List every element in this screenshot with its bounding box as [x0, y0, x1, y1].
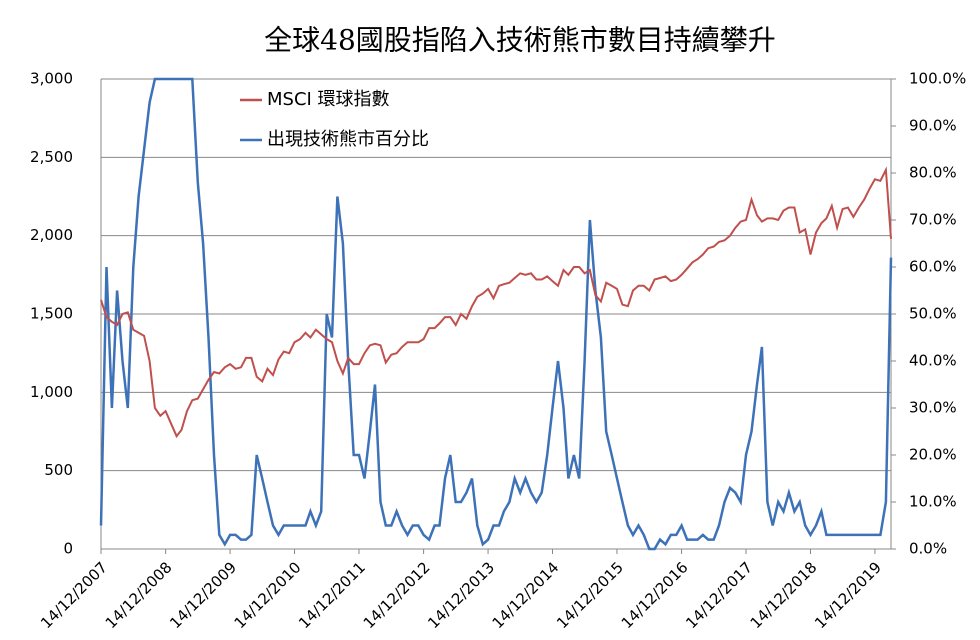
legend-label: MSCI 環球指數: [267, 89, 390, 110]
x-tick-label: 14/12/2019: [811, 558, 885, 632]
y2-tick-label: 60.0%: [909, 258, 957, 276]
x-tick-label: 14/12/2012: [360, 558, 434, 632]
y2-tick-label: 80.0%: [909, 164, 957, 182]
y-tick-label: 1,500: [30, 305, 73, 323]
legend-label: 出現技術熊市百分比: [267, 129, 429, 150]
x-tick-label: 14/12/2013: [424, 558, 498, 632]
y2-tick-label: 50.0%: [909, 305, 957, 323]
y2-tick-label: 40.0%: [909, 352, 957, 370]
x-tick-label: 14/12/2009: [166, 558, 240, 632]
y2-tick-label: 0.0%: [909, 540, 947, 558]
x-tick-label: 14/12/2010: [231, 558, 305, 632]
y2-tick-label: 90.0%: [909, 117, 957, 135]
y-tick-label: 0: [63, 540, 73, 558]
chart-title: 全球48國股指陷入技術熊市數目持續攀升: [264, 24, 776, 57]
y2-tick-label: 30.0%: [909, 399, 957, 417]
y2-tick-label: 20.0%: [909, 446, 957, 464]
y-tick-label: 2,000: [30, 226, 73, 244]
x-tick-label: 14/12/2014: [489, 558, 563, 632]
data-line: [100, 166, 892, 439]
x-tick-label: 14/12/2018: [747, 558, 821, 632]
y-tick-label: 1,000: [30, 383, 73, 401]
x-tick-label: 14/12/2017: [682, 558, 756, 632]
y-tick-label: 500: [44, 461, 73, 479]
x-tick-label: 14/12/2008: [102, 558, 176, 632]
y-tick-label: 3,000: [30, 70, 73, 88]
x-tick-label: 14/12/2015: [553, 558, 627, 632]
y2-tick-label: 10.0%: [909, 493, 957, 511]
x-tick-label: 14/12/2011: [295, 558, 369, 632]
y2-tick-label: 70.0%: [909, 211, 957, 229]
y2-tick-label: 100.0%: [909, 70, 966, 88]
y-tick-label: 2,500: [30, 148, 73, 166]
data-line: [99, 77, 893, 551]
x-tick-label: 14/12/2007: [37, 558, 111, 632]
x-tick-label: 14/12/2016: [618, 558, 692, 632]
